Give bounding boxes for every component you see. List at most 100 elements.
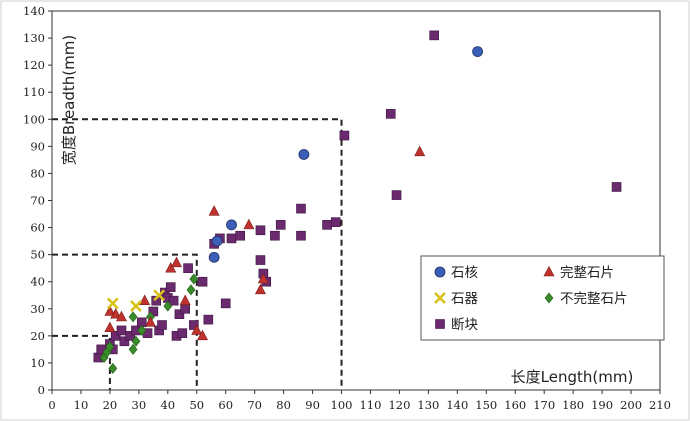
diamond-data-point [128, 311, 138, 323]
x-tick-label: 30 [132, 398, 147, 412]
legend-label: 不完整石片 [560, 291, 628, 307]
square-data-point [275, 220, 286, 230]
y-tick-label: 140 [23, 4, 45, 18]
square-data-point [168, 295, 179, 306]
triangle-data-point [104, 321, 116, 333]
x-tick-label: 200 [620, 398, 642, 412]
x-tick-label: 20 [103, 398, 118, 412]
triangle-data-point [165, 262, 177, 273]
square-data-point [429, 30, 439, 41]
square-data-point [330, 217, 341, 227]
square-data-point [235, 230, 245, 241]
y-tick-label: 10 [30, 356, 45, 370]
diamond-data-point [189, 273, 199, 285]
x-tick-label: 50 [189, 398, 204, 412]
triangle-data-point [104, 305, 116, 316]
tick-labels: 0 10 20 30 40 50 60 70 80 90 100 110 120 130 140 150 160… [23, 4, 671, 412]
x-tick-label: 100 [331, 398, 353, 412]
x-tick-label: 170 [533, 398, 555, 412]
x-data-point [130, 300, 142, 312]
x-tick-label: 130 [417, 398, 439, 412]
legend-box [420, 255, 665, 341]
diamond-data-point [108, 362, 118, 374]
x-tick-label: 40 [160, 398, 175, 412]
circle-data-point [472, 46, 484, 58]
reference-boxes [52, 118, 343, 390]
legend-label: 完整石片 [560, 265, 614, 281]
square-data-point [203, 314, 214, 325]
y-tick-label: 70 [30, 194, 45, 208]
x-tick-label: 150 [475, 398, 497, 412]
x-tick-label: 160 [504, 398, 526, 412]
square-data-point [296, 203, 306, 214]
square-data-point [270, 230, 280, 241]
square-data-point [611, 182, 622, 192]
y-tick-label: 80 [30, 166, 45, 180]
circle-data-point [298, 149, 310, 160]
legend-marker-diamond [544, 292, 554, 304]
y-tick-label: 0 [38, 383, 45, 397]
square-data-point [116, 325, 127, 336]
x-tick-label: 70 [247, 398, 262, 412]
legend-label: 石核 [451, 265, 478, 281]
x-tick-label: 60 [218, 398, 233, 412]
x-tick-label: 190 [591, 398, 613, 412]
x-tick-label: 140 [446, 398, 468, 412]
square-data-point [220, 298, 231, 309]
x-tick-label: 180 [562, 398, 584, 412]
square-data-point [296, 230, 306, 241]
reference-box-100 [52, 118, 343, 390]
reference-box-20 [52, 334, 111, 390]
legend-marker-square [435, 319, 445, 329]
y-tick-label: 120 [23, 58, 45, 72]
diamond-data-point [163, 300, 173, 312]
reference-box-50 [52, 253, 198, 390]
x-data-point [153, 289, 166, 302]
y-tick-label: 130 [23, 31, 45, 45]
y-tick-label: 100 [23, 112, 45, 126]
square-data-point [339, 130, 350, 141]
x-data-point [106, 297, 119, 310]
triangle-data-point [191, 324, 203, 335]
square-data-point [151, 295, 162, 306]
x-tick-label: 10 [74, 398, 89, 412]
diamond-data-point [137, 324, 147, 336]
legend-label: 断块 [451, 317, 478, 333]
square-data-point [183, 263, 193, 273]
x-axis-title: 长度Length(mm) [511, 368, 634, 386]
diamond-data-point [131, 335, 141, 347]
square-data-point [189, 320, 199, 330]
legend-label: 石器 [451, 291, 478, 307]
data-points [93, 30, 622, 374]
y-tick-label: 40 [30, 275, 45, 289]
x-tick-label: 210 [649, 398, 671, 412]
x-tick-label: 90 [305, 398, 320, 412]
y-tick-label: 50 [30, 248, 45, 262]
triangle-data-point [115, 310, 127, 322]
triangle-data-point [197, 329, 209, 341]
legend-marker-triangle [543, 265, 555, 277]
y-tick-label: 60 [30, 221, 45, 235]
square-data-point [125, 331, 135, 341]
triangle-data-point [254, 283, 266, 295]
diamond-data-point [105, 341, 115, 353]
triangle-data-point [170, 256, 182, 268]
square-data-point [119, 336, 130, 347]
y-axis-title: 宽度Breadth(mm) [60, 35, 78, 165]
square-data-point [226, 233, 237, 244]
triangle-data-point [257, 272, 269, 284]
square-data-point [391, 190, 402, 200]
triangle-data-point [144, 316, 156, 327]
triangle-data-point [243, 218, 255, 230]
circle-data-point [211, 235, 223, 247]
square-data-point [255, 225, 266, 236]
triangle-data-point [179, 294, 191, 305]
square-data-point [110, 331, 121, 341]
diamond-data-point [128, 343, 138, 355]
triangle-data-point [208, 205, 220, 216]
square-data-point [385, 109, 396, 119]
square-data-point [322, 220, 332, 230]
x-tick-label: 80 [276, 398, 291, 412]
